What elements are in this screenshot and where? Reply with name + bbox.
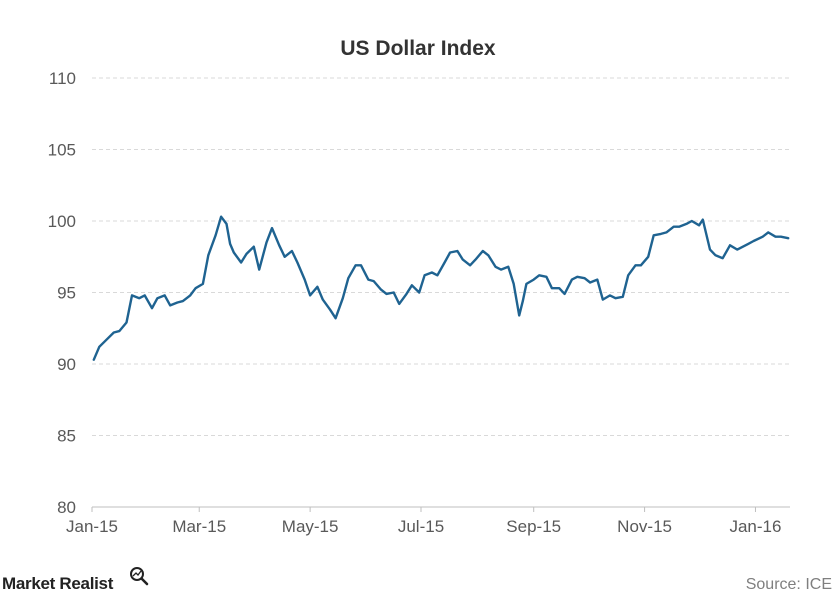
- x-tick-label: Jul-15: [398, 517, 444, 536]
- x-tick-label: Sep-15: [506, 517, 561, 536]
- x-tick-label: Jan-15: [66, 517, 118, 536]
- y-tick-label: 110: [49, 69, 76, 88]
- source-note: Source: ICE: [746, 576, 832, 593]
- y-tick-label: 90: [57, 355, 76, 374]
- chart-title: US Dollar Index: [340, 37, 496, 60]
- y-tick-label: 80: [57, 498, 76, 517]
- y-tick-label: 95: [57, 284, 76, 303]
- x-axis-ticks: Jan-15 Mar-15 May-15 Jul-15 Sep-15 Nov-15 Jan-…: [66, 507, 781, 536]
- x-tick-label: Mar-15: [172, 517, 226, 536]
- x-tick-label: Nov-15: [617, 517, 672, 536]
- series-line-usd-index: [92, 215, 790, 361]
- y-tick-label: 100: [48, 212, 76, 231]
- y-tick-label: 85: [57, 427, 76, 446]
- gridlines: [92, 77, 790, 436]
- market-realist-logo: Market Realist: [2, 567, 149, 593]
- magnifier-icon: [130, 567, 149, 586]
- x-tick-label: May-15: [282, 517, 339, 536]
- x-tick-label: Jan-16: [729, 517, 781, 536]
- y-tick-label: 105: [48, 141, 76, 160]
- logo-text: Market Realist: [2, 574, 114, 593]
- y-axis-ticks: 80 85 90 95 100 105 110: [48, 69, 76, 517]
